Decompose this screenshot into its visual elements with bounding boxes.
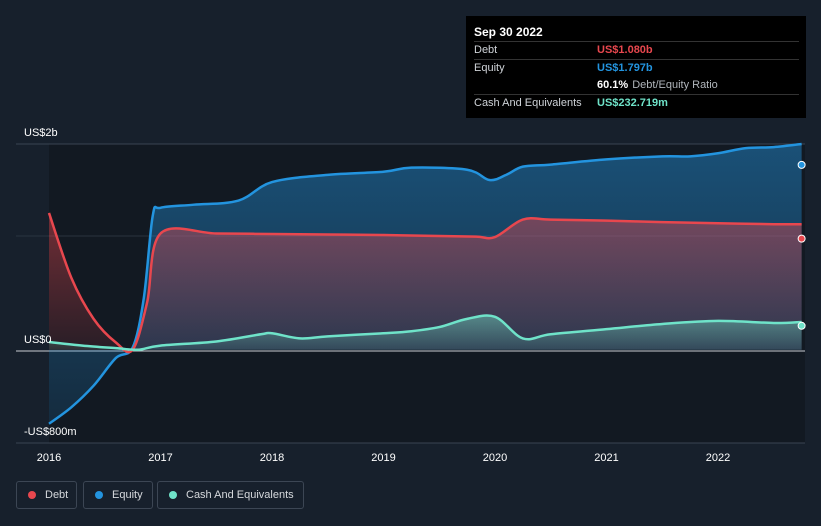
debt-area [49, 212, 802, 353]
cash-line [48, 314, 802, 352]
x-tick-label-2019: 2019 [371, 452, 395, 464]
y-tick-label-top: US$2b [24, 127, 58, 139]
cash-area [49, 315, 802, 350]
debt-dot-icon [28, 491, 36, 499]
x-tick-label-2018: 2018 [260, 452, 284, 464]
x-tick-label-2016: 2016 [37, 452, 61, 464]
x-tick-label-2021: 2021 [594, 452, 618, 464]
tooltip-cash-label: Cash And Equivalents [474, 97, 582, 109]
x-tick-label-2022: 2022 [706, 452, 730, 464]
equity-line [48, 142, 802, 425]
debt-line [47, 212, 802, 354]
legend-cash-label: Cash And Equivalents [186, 489, 294, 501]
y-tick-label-zero: US$0 [24, 334, 52, 346]
legend-equity-label: Equity [112, 489, 143, 501]
tooltip-row-ratio: 60.1% Debt/Equity Ratio [474, 77, 799, 94]
y-tick-label-bottom: -US$800m [24, 426, 77, 438]
debt-endpoint-marker [797, 234, 806, 243]
tooltip-debt-label: Debt [474, 44, 498, 56]
cash-endpoint-marker [797, 321, 806, 330]
legend-item-cash[interactable]: Cash And Equivalents [157, 481, 304, 509]
equity-dot-icon [95, 491, 103, 499]
x-tick-label-2020: 2020 [483, 452, 507, 464]
tooltip-cash-value: US$232.719m [597, 97, 668, 109]
equity-endpoint-marker [797, 160, 806, 169]
cash-dot-icon [169, 491, 177, 499]
tooltip-equity-value: US$1.797b [597, 62, 653, 74]
tooltip-debt-value: US$1.080b [597, 44, 653, 56]
legend-item-equity[interactable]: Equity [83, 481, 153, 509]
tooltip-ratio-label: Debt/Equity Ratio [632, 79, 718, 91]
x-tick-label-2017: 2017 [148, 452, 172, 464]
tooltip-row-equity: Equity US$1.797b [474, 59, 799, 77]
tooltip-row-cash: Cash And Equivalents US$232.719m [474, 94, 799, 112]
tooltip-row-debt: Debt US$1.080b [474, 41, 799, 59]
legend-item-debt[interactable]: Debt [16, 481, 77, 509]
tooltip-equity-label: Equity [474, 62, 505, 74]
tooltip-ratio-value: 60.1% [597, 79, 629, 91]
tooltip-panel: Sep 30 2022 Debt US$1.080b Equity US$1.7… [466, 16, 806, 118]
legend-debt-label: Debt [45, 489, 69, 501]
tooltip-date: Sep 30 2022 [474, 25, 543, 39]
